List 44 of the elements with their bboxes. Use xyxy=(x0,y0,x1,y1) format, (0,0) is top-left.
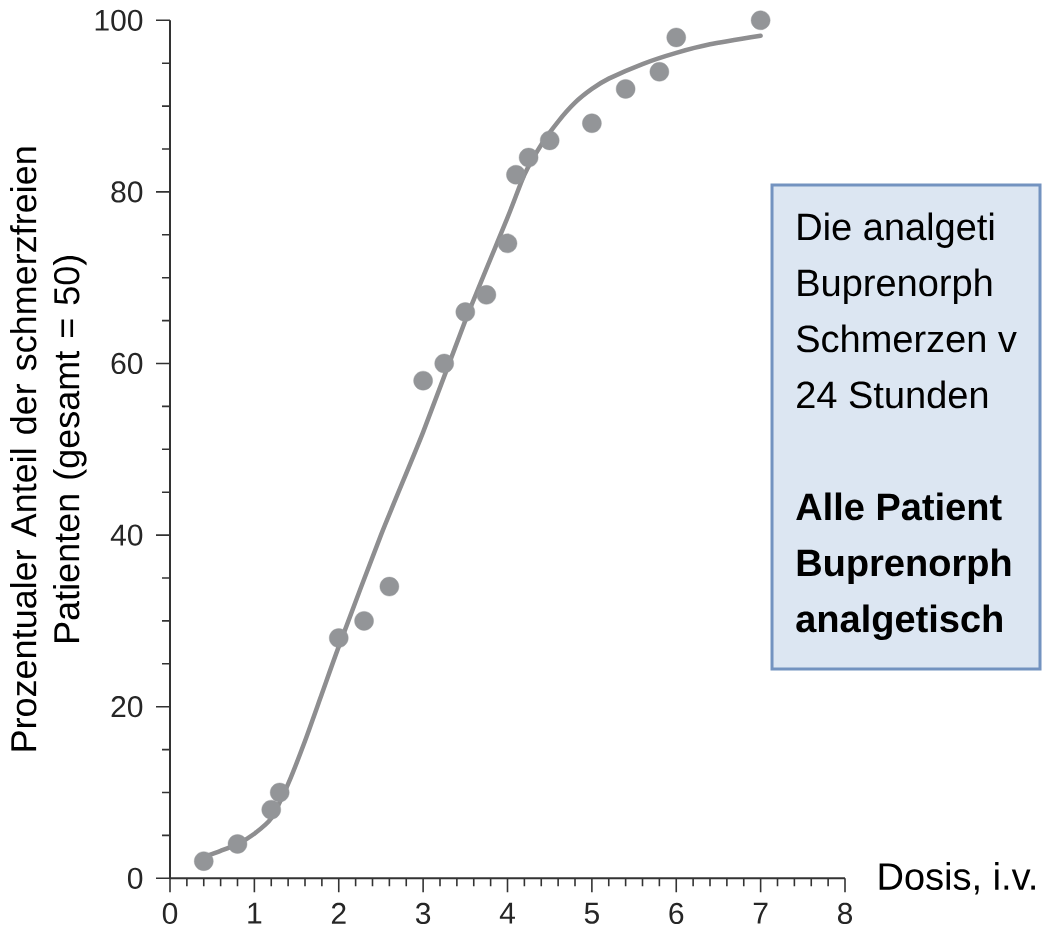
annotation: Die analgeti xyxy=(798,212,994,248)
point xyxy=(615,79,636,99)
point xyxy=(649,62,670,82)
x-axis-title: Dosis, i.v. xyxy=(879,862,1035,895)
y-tick-label: 40 xyxy=(110,524,143,546)
y-tick-label: 60 xyxy=(111,352,143,375)
annotation: Buprenorph xyxy=(797,548,1011,584)
point xyxy=(329,628,349,648)
point xyxy=(476,285,497,305)
x-tick-label: 5 xyxy=(584,902,599,924)
y-tick-label: 0 xyxy=(127,867,143,889)
y-axis-title: Prozentualer Anteil der schmerzfreien Patienten (gesamt = 50) xyxy=(10,147,87,751)
x-tick-label: 6 xyxy=(669,902,684,925)
point xyxy=(434,353,454,374)
annotation: Alle Patient xyxy=(796,492,1002,521)
x-tick-label: 4 xyxy=(499,902,515,924)
point xyxy=(582,113,602,133)
point xyxy=(194,851,214,871)
point xyxy=(379,576,400,597)
annotation: Schmerzen v xyxy=(796,324,1017,353)
annotation: Buprenorph xyxy=(798,268,992,304)
x-tick-label: 8 xyxy=(837,902,853,925)
point xyxy=(539,130,560,151)
x-tick-label: 1 xyxy=(248,902,262,924)
y-tick-label: 100 xyxy=(95,9,143,31)
point xyxy=(518,147,539,168)
point xyxy=(750,10,771,30)
point xyxy=(269,782,290,803)
point xyxy=(506,165,526,185)
point xyxy=(455,302,476,322)
x-tick-label: 7 xyxy=(753,902,768,924)
x-tick-label: 2 xyxy=(331,902,346,924)
point xyxy=(227,834,248,854)
annotation: analgetisch xyxy=(796,604,1002,641)
point xyxy=(413,370,433,391)
y-tick-label: 20 xyxy=(111,696,143,718)
point xyxy=(261,799,281,820)
point xyxy=(354,611,374,631)
point xyxy=(497,233,518,254)
annotation: 24 Stunden xyxy=(797,380,988,409)
x-tick-label: 0 xyxy=(162,902,178,925)
y-tick-label: 80 xyxy=(111,181,143,203)
point xyxy=(666,27,686,48)
x-tick-label: 3 xyxy=(415,902,431,925)
